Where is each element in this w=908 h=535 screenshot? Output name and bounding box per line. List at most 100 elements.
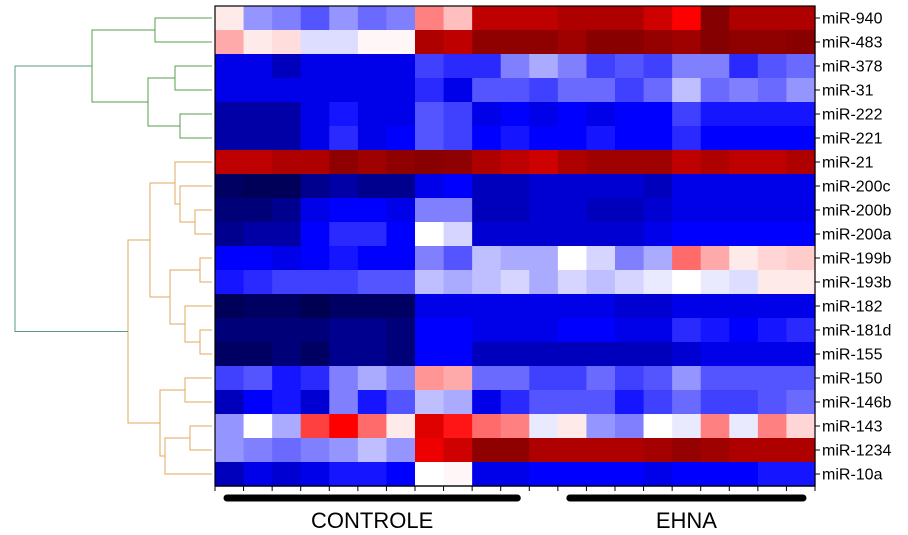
heatmap-cell	[757, 6, 788, 31]
heatmap-cell	[757, 150, 788, 175]
row-label: miR-182	[822, 299, 883, 316]
heatmap-cell	[300, 342, 330, 367]
heatmap-cell	[729, 222, 759, 247]
heatmap-cell	[672, 414, 702, 439]
heatmap-cell	[357, 366, 388, 391]
heatmap-cell	[672, 126, 702, 151]
heatmap-cell	[243, 414, 273, 439]
heatmap-cell	[700, 366, 730, 391]
heatmap-cell	[300, 126, 330, 151]
heatmap-cell	[272, 198, 302, 223]
heatmap-cell	[415, 6, 445, 31]
dendrogram-branch	[184, 305, 212, 343]
heatmap-cell	[386, 294, 416, 319]
heatmap-cell	[443, 6, 473, 31]
heatmap-cell	[415, 438, 445, 463]
heatmap-cell	[357, 246, 388, 271]
heatmap-cell	[243, 102, 273, 127]
heatmap-cell	[357, 414, 388, 439]
dendrogram-branch	[179, 113, 212, 139]
heatmap-cell	[700, 246, 730, 271]
heatmap-cell	[529, 246, 559, 271]
row-label: miR-10a	[822, 467, 883, 484]
heatmap-cell	[329, 126, 359, 151]
heatmap-cell	[243, 342, 273, 367]
heatmap-cell	[700, 294, 730, 319]
dendrogram-branch	[159, 389, 185, 457]
heatmap-cell	[472, 126, 502, 151]
heatmap-cell	[357, 126, 388, 151]
heatmap-cell	[443, 270, 473, 295]
heatmap-cell	[472, 270, 502, 295]
heatmap-cell	[215, 318, 245, 343]
heatmap-cell	[500, 150, 530, 175]
heatmap-cell	[500, 294, 530, 319]
heatmap-cell	[757, 246, 788, 271]
heatmap-cell	[586, 366, 616, 391]
heatmap-cell	[672, 30, 702, 55]
heatmap-cell	[700, 150, 730, 175]
heatmap-cell	[529, 366, 559, 391]
heatmap-cell	[415, 414, 445, 439]
heatmap-cell	[586, 102, 616, 127]
heatmap-cell	[643, 414, 673, 439]
heatmap-cell	[500, 78, 530, 103]
heatmap-cell	[557, 78, 588, 103]
heatmap-cell	[386, 270, 416, 295]
heatmap-cell	[500, 54, 530, 79]
heatmap-cell	[529, 78, 559, 103]
heatmap-cell	[272, 318, 302, 343]
heatmap-cell	[615, 78, 645, 103]
heatmap-cell	[615, 150, 645, 175]
heatmap-cell	[672, 342, 702, 367]
heatmap-cell	[643, 6, 673, 31]
heatmap-cell	[729, 342, 759, 367]
row-label: miR-1234	[822, 443, 891, 460]
heatmap-cell	[329, 222, 359, 247]
heatmap-cell	[786, 54, 816, 79]
heatmap-cell	[215, 6, 245, 31]
heatmap-cell	[243, 246, 273, 271]
heatmap-cell	[643, 342, 673, 367]
heatmap-cell	[757, 390, 788, 415]
heatmap-cell	[386, 30, 416, 55]
heatmap-cell	[786, 126, 816, 151]
heatmap-cell	[472, 414, 502, 439]
dendrogram-branch	[149, 182, 175, 298]
heatmap-cell	[615, 198, 645, 223]
heatmap-cell	[729, 30, 759, 55]
heatmap-cell	[300, 198, 330, 223]
heatmap-cell	[557, 102, 588, 127]
heatmap-cell	[272, 222, 302, 247]
heatmap-cell	[700, 414, 730, 439]
dendrogram-branch	[174, 65, 212, 91]
heatmap-cell	[215, 294, 245, 319]
heatmap-cell	[700, 270, 730, 295]
heatmap-cell	[643, 102, 673, 127]
heatmap-cell	[415, 462, 445, 487]
heatmap-cell	[700, 174, 730, 199]
heatmap-cell	[215, 78, 245, 103]
heatmap-cell	[329, 414, 359, 439]
heatmap-cell	[472, 78, 502, 103]
heatmap-cell	[757, 78, 788, 103]
heatmap-cell	[415, 342, 445, 367]
row-label: miR-193b	[822, 275, 891, 292]
heatmap-cell	[443, 30, 473, 55]
heatmap-cell	[329, 462, 359, 487]
heatmap-cell	[243, 462, 273, 487]
heatmap-cell	[729, 318, 759, 343]
heatmap-cell	[215, 438, 245, 463]
heatmap-cell	[472, 462, 502, 487]
heatmap-cell	[300, 102, 330, 127]
heatmap-cell	[415, 102, 445, 127]
heatmap-cell	[529, 414, 559, 439]
heatmap-cell	[700, 222, 730, 247]
heatmap-cell	[215, 366, 245, 391]
heatmap-cell	[500, 198, 530, 223]
heatmap-cell	[672, 366, 702, 391]
heatmap-cell	[243, 390, 273, 415]
heatmap-cell	[415, 390, 445, 415]
group-label: EHNA	[656, 508, 717, 533]
heatmap-cell	[786, 294, 816, 319]
